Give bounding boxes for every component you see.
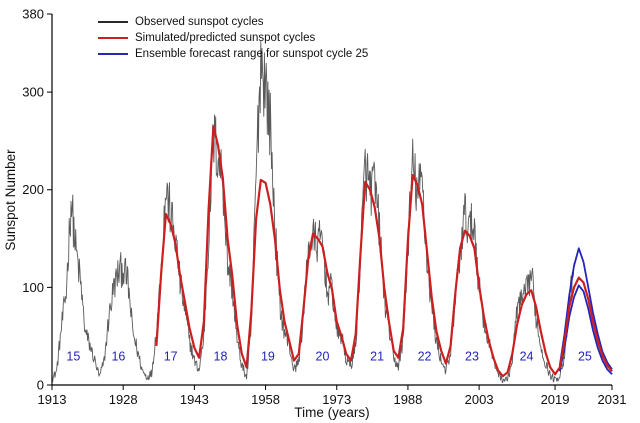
cycle-label: 25 (578, 350, 592, 364)
x-tick-label: 2019 (541, 392, 570, 407)
legend-item-forecast: Ensemble forecast range for sunspot cycl… (98, 47, 368, 60)
y-tick-label: 100 (22, 280, 44, 295)
cycle-label: 15 (66, 350, 80, 364)
y-tick-label: 0 (37, 378, 44, 393)
y-tick-label: 200 (22, 182, 44, 197)
cycle-label: 18 (214, 350, 228, 364)
x-axis-title: Time (years) (294, 405, 369, 420)
simulated-series-line (155, 125, 613, 378)
observed-line-swatch (98, 20, 128, 23)
y-axis-title: Sunspot Number (3, 149, 18, 251)
forecast-line-swatch (98, 52, 128, 55)
x-tick-label: 1988 (393, 392, 422, 407)
simulated-line-swatch (98, 36, 128, 39)
x-tick-label: 2031 (598, 392, 627, 407)
forecast-upper-line (558, 247, 613, 370)
legend-label: Ensemble forecast range for sunspot cycl… (135, 47, 369, 60)
cycle-label: 16 (111, 350, 125, 364)
y-tick-label: 300 (22, 85, 44, 100)
cycle-label: 19 (261, 350, 275, 364)
legend-label: Simulated/predicted sunspot cycles (135, 31, 316, 44)
y-tick-label: 380 (22, 7, 44, 22)
x-tick-label: 2003 (465, 392, 494, 407)
cycle-label: 17 (164, 350, 178, 364)
cycle-label: 23 (465, 350, 479, 364)
cycle-label: 21 (370, 350, 384, 364)
x-tick-label: 1973 (322, 392, 351, 407)
cycle-label: 22 (418, 350, 432, 364)
plot-layer: 1913 1928 1943 1958 1973 1988 2003 2019 20310100… (22, 7, 626, 408)
legend-item-simulated: Simulated/predicted sunspot cycles (98, 31, 368, 44)
observed-series-line (51, 40, 575, 384)
x-tick-label: 1943 (180, 392, 209, 407)
x-tick-label: 1958 (251, 392, 280, 407)
legend-item-observed: Observed sunspot cycles (98, 15, 368, 28)
forecast-lower-line (558, 284, 613, 375)
legend-label: Observed sunspot cycles (135, 15, 264, 28)
legend: Observed sunspot cycles Simulated/predic… (98, 15, 368, 60)
cycle-label: 20 (316, 350, 330, 364)
x-tick-label: 1913 (38, 392, 67, 407)
x-tick-label: 1928 (109, 392, 138, 407)
cycle-label: 24 (520, 350, 534, 364)
